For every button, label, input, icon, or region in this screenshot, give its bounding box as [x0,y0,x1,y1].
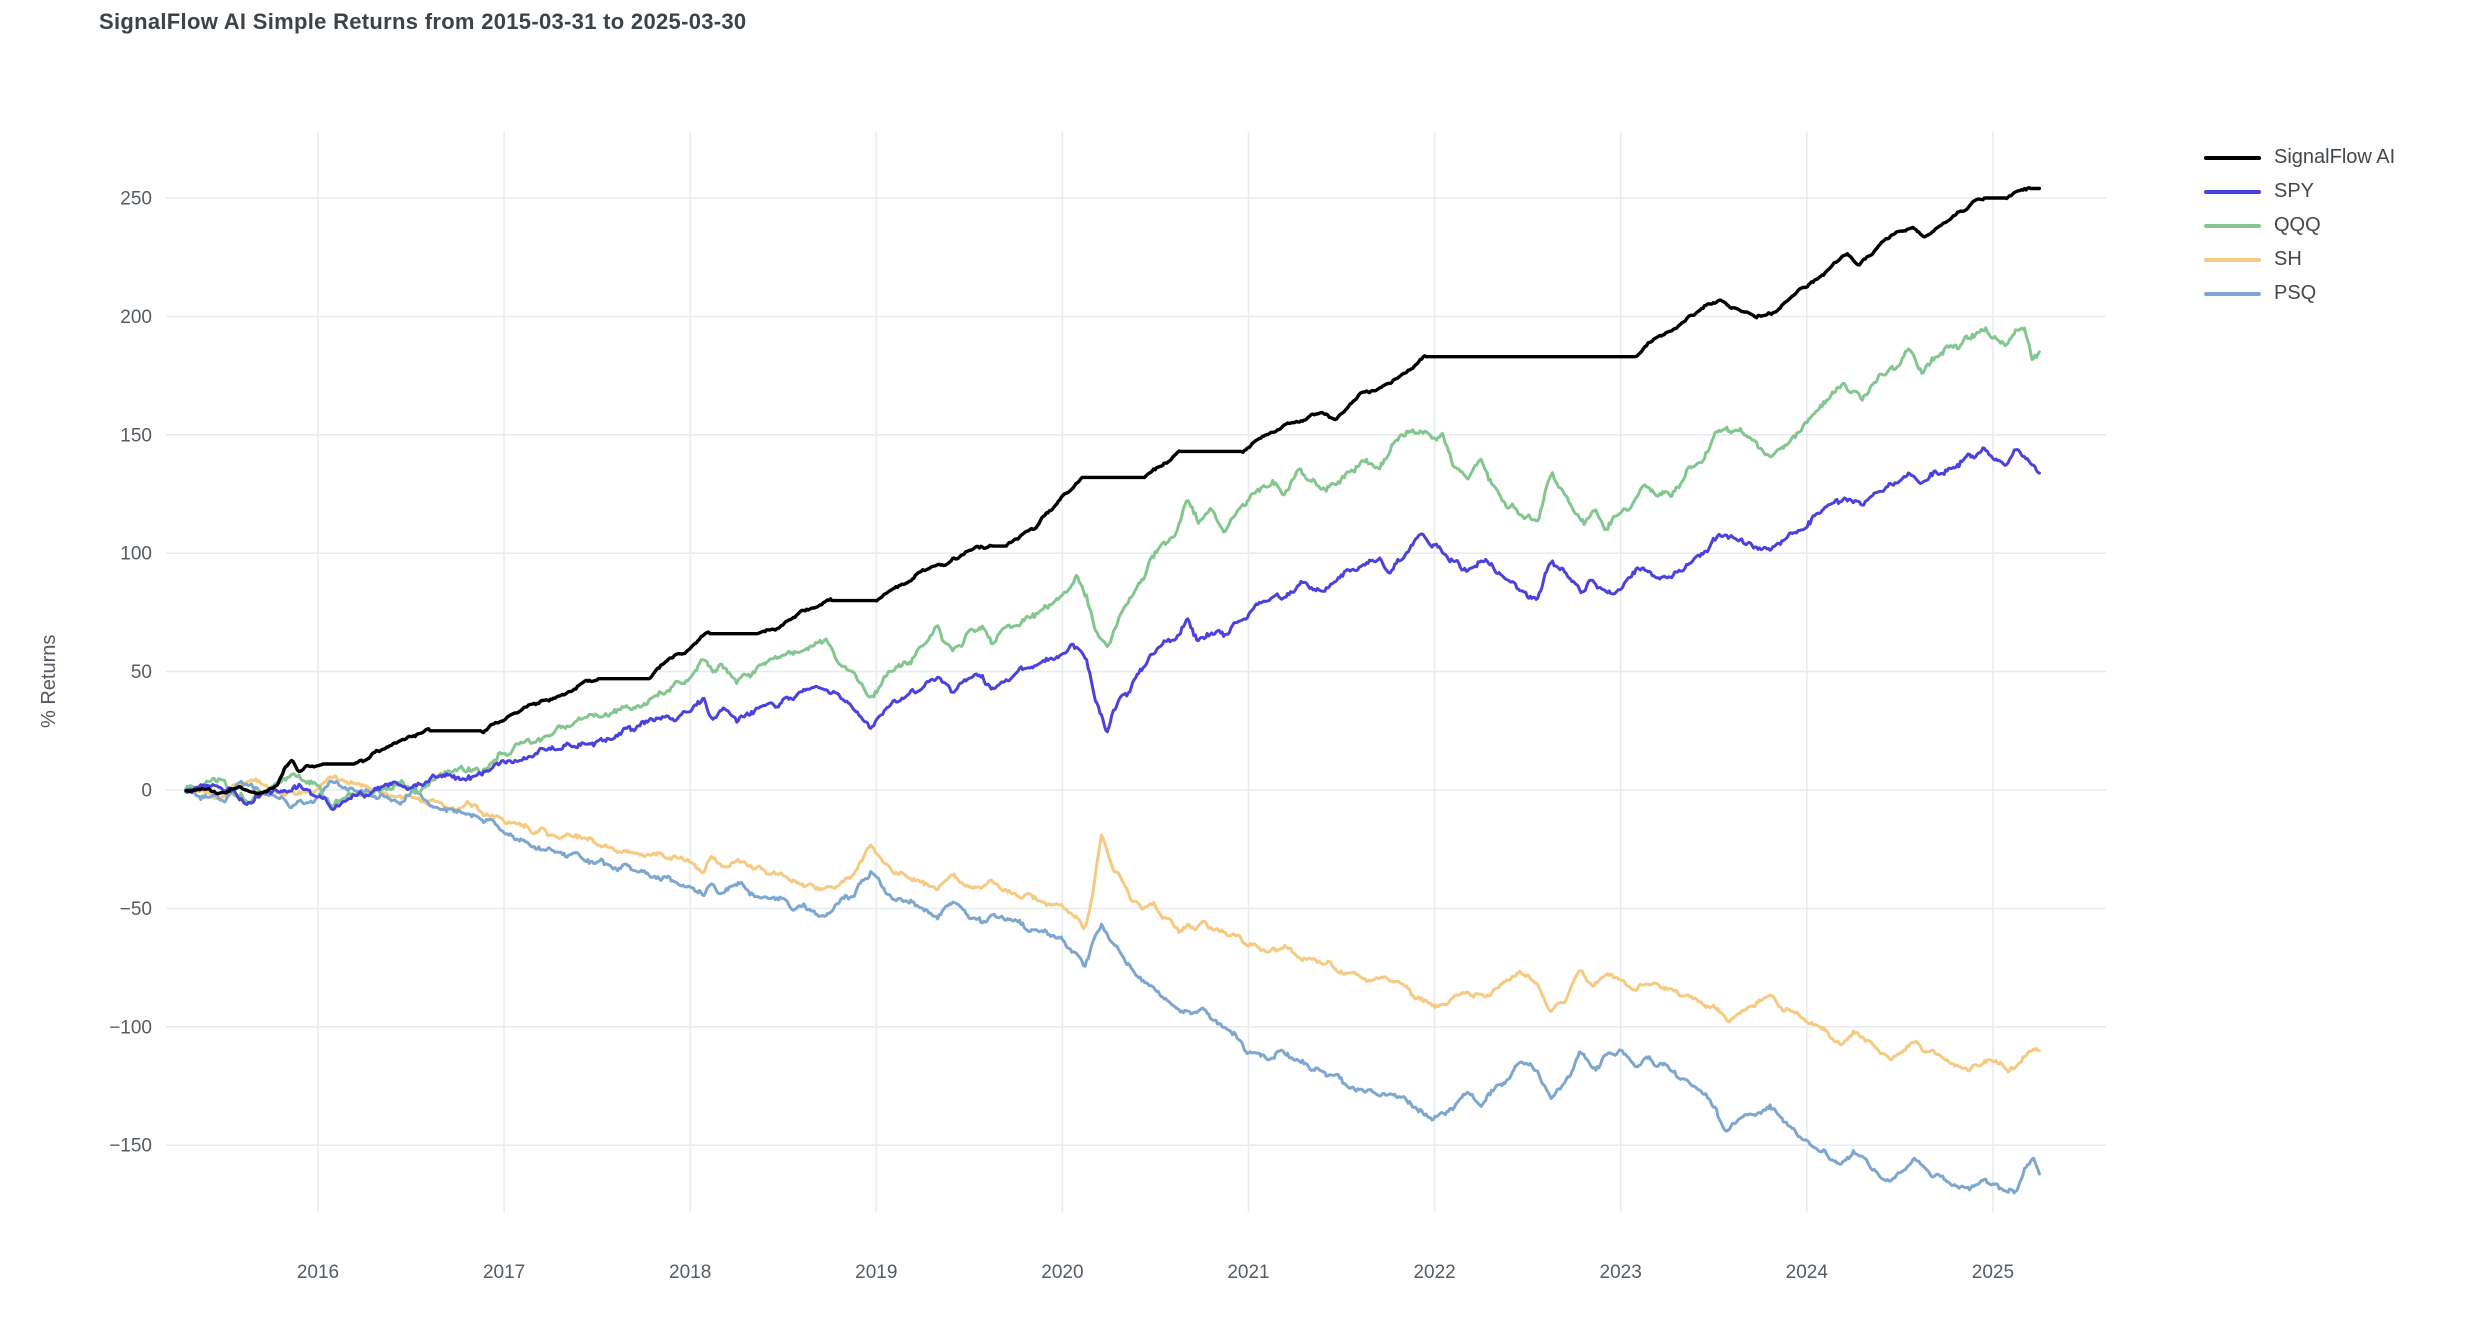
legend-line-swatch [2204,257,2261,262]
x-tick-label: 2024 [1786,1262,1829,1283]
series-line-psq[interactable] [184,779,2041,1195]
y-tick-label: 0 [141,781,152,802]
y-tick-label: −100 [109,1017,152,1038]
y-tick-label: 50 [131,662,152,683]
x-tick-label: 2019 [855,1262,897,1283]
x-tick-label: 2017 [483,1262,525,1283]
series-line-qqq[interactable] [184,326,2041,808]
x-tick-label: 2025 [1972,1262,2014,1283]
legend-label: PSQ [2274,282,2317,304]
legend-item-signalflow-ai[interactable]: SignalFlow AI [2204,146,2395,169]
x-tick-label: 2020 [1041,1262,1083,1283]
x-tick-label: 2016 [297,1262,339,1283]
legend: SignalFlow AI SPY QQQ SH PSQ [2204,146,2395,305]
legend-line-swatch [2204,155,2261,160]
chart-title: SignalFlow AI Simple Returns from 2015-0… [99,9,747,34]
legend-label: SPY [2274,180,2315,202]
legend-item-sh[interactable]: SH [2204,248,2395,271]
x-tick-label: 2022 [1413,1262,1455,1283]
series-line-sh[interactable] [184,774,2041,1074]
gridlines [166,132,2106,1212]
legend-line-swatch [2204,223,2261,228]
series-line-signalflow-ai[interactable] [184,186,2042,796]
y-tick-label: 250 [120,189,152,210]
y-tick-label: 200 [120,307,152,328]
y-axis-title: % Returns [38,634,60,728]
legend-label: SH [2274,248,2302,270]
x-axis-tick-labels: 2016 2017 2018 2019 2020 2021 2022 2023 2024 2025 [297,1262,2014,1283]
x-tick-label: 2023 [1600,1262,1642,1283]
legend-item-spy[interactable]: SPY [2204,180,2395,203]
y-tick-label: −150 [109,1136,152,1157]
series-line-spy[interactable] [184,446,2041,811]
x-tick-label: 2021 [1227,1262,1269,1283]
x-tick-label: 2018 [669,1262,711,1283]
series-lines [184,186,2042,1195]
legend-label: QQQ [2274,214,2321,236]
legend-label: SignalFlow AI [2274,146,2396,168]
legend-line-swatch [2204,189,2261,194]
legend-item-psq[interactable]: PSQ [2204,282,2395,305]
legend-line-swatch [2204,291,2261,296]
y-axis-tick-labels: 250 200 150 100 50 0 −50 −100 −150 [109,189,152,1157]
legend-item-qqq[interactable]: QQQ [2204,214,2395,237]
y-tick-label: −50 [120,899,152,920]
y-tick-label: 100 [120,544,152,565]
y-tick-label: 150 [120,425,152,446]
